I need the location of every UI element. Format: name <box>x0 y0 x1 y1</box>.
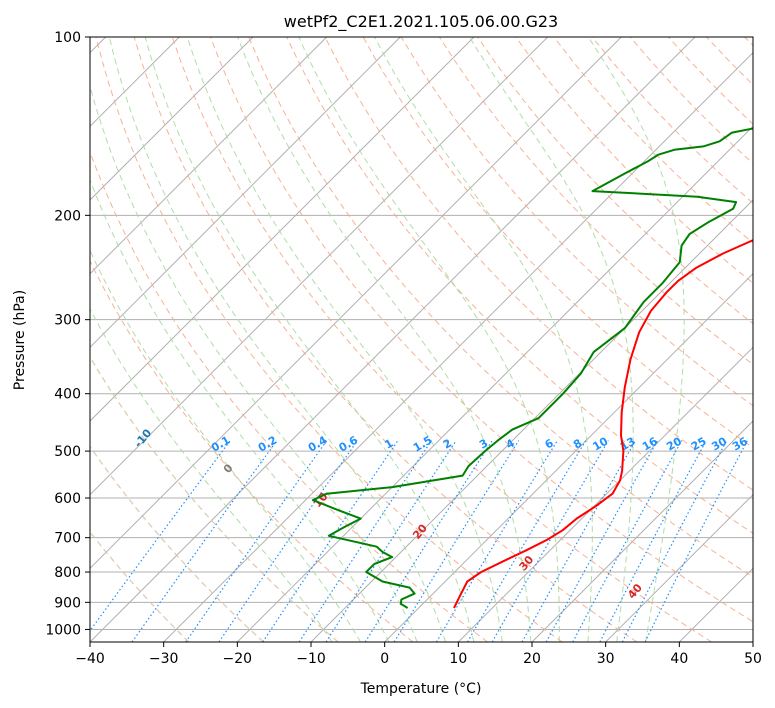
isotherm-line <box>90 37 254 201</box>
dry-adiabat-line <box>286 37 753 534</box>
dewpoint-line <box>311 127 753 609</box>
moist-adiabat-line <box>374 37 593 642</box>
x-tick-label: 40 <box>670 651 688 667</box>
mixing-ratio-line <box>185 440 328 642</box>
y-tick-label: 700 <box>54 531 81 547</box>
isotherm-line <box>90 37 549 496</box>
profile-series <box>311 127 753 609</box>
moist-adiabat-line <box>90 84 418 642</box>
moist-adiabat-line <box>90 308 333 642</box>
y-tick-label: 400 <box>54 387 81 403</box>
dry-adiabat-line <box>90 259 414 642</box>
dry-adiabats <box>90 37 753 642</box>
y-tick-label: 900 <box>54 595 81 611</box>
x-axis-label: Temperature (°C) <box>360 681 482 697</box>
mixing-ratio-line <box>572 440 683 642</box>
y-tick-label: 300 <box>54 313 81 329</box>
dry-adiabat-line <box>515 37 753 284</box>
moist-adiabat-line <box>90 178 390 642</box>
dry-adiabat-line <box>171 37 712 642</box>
isotherm-line <box>90 37 401 349</box>
x-tick-label: 10 <box>449 651 467 667</box>
plot-frame <box>89 36 754 643</box>
x-tick-label: −30 <box>149 651 179 667</box>
mixing-ratio-line <box>521 440 637 642</box>
mixing-ratio-line <box>491 440 609 642</box>
x-tick-label: 0 <box>380 651 389 667</box>
moist-adiabat-line <box>108 37 446 642</box>
x-axis-ticks: −40 −30 −20 −10 0 10 20 30 40 50 <box>75 642 762 667</box>
mixing-ratio-line <box>435 440 558 642</box>
mixing-ratio-line <box>364 440 493 642</box>
mixing-ratio-line <box>325 440 457 642</box>
x-tick-label: 20 <box>523 651 541 667</box>
y-tick-label: 1000 <box>45 622 81 638</box>
x-tick-label: 50 <box>744 651 762 667</box>
isotherm-line <box>457 346 753 642</box>
x-tick-label: 30 <box>597 651 615 667</box>
moist-adiabats <box>90 37 685 642</box>
dry-adiabat-line <box>90 445 264 642</box>
y-tick-label: 500 <box>54 444 81 460</box>
mixing-ratio-line <box>393 440 520 642</box>
dry-adiabat-line <box>90 355 339 642</box>
moist-adiabat-line <box>237 37 532 642</box>
moist-adiabat-line <box>298 37 560 642</box>
x-tick-label: −20 <box>223 651 253 667</box>
grid-lines <box>90 37 753 642</box>
moist-adiabat-line <box>90 249 362 642</box>
mixing-ratio-line <box>262 440 399 642</box>
isotherm-line <box>531 420 753 642</box>
isotherm-line <box>163 51 753 642</box>
dry-adiabat-line <box>95 37 563 642</box>
x-tick-label: −10 <box>296 651 326 667</box>
dry-adiabat-line <box>133 37 638 642</box>
y-axis-label: Pressure (hPa) <box>12 290 28 390</box>
mixing-ratio-line <box>131 440 278 642</box>
mixing-ratio-line <box>466 440 587 642</box>
mixing-ratio-line <box>90 440 231 632</box>
isotherm-line <box>90 37 328 275</box>
mixing-ratio-line <box>644 440 748 642</box>
moist-adiabat-line <box>587 37 685 642</box>
isotherm-line <box>90 37 622 570</box>
isotherm-line <box>605 493 753 642</box>
mixing-ratio-line <box>298 440 432 642</box>
mixing-ratio-line <box>545 440 659 642</box>
y-axis-ticks: 100 200 300 400 500 600 700 800 900 1000 <box>45 30 90 638</box>
x-tick-label: −40 <box>75 651 105 667</box>
isotherm-line <box>384 272 753 642</box>
y-tick-label: 200 <box>54 208 81 224</box>
dry-adiabat-line <box>210 37 753 623</box>
chart-title: wetPf2_C2E1.2021.105.06.00.G23 <box>284 12 558 32</box>
isotherm-line <box>90 37 696 642</box>
y-tick-label: 600 <box>54 491 81 507</box>
isotherm-line <box>236 125 753 642</box>
dry-adiabat-line <box>324 37 753 491</box>
y-tick-label: 100 <box>54 30 81 46</box>
dry-adiabat-line <box>248 37 753 578</box>
mixing-ratio-lines <box>90 440 748 642</box>
temperature-line <box>453 239 753 609</box>
moist-adiabat-line <box>144 37 475 642</box>
moist-adiabat-line <box>186 37 503 642</box>
y-tick-label: 800 <box>54 565 81 581</box>
